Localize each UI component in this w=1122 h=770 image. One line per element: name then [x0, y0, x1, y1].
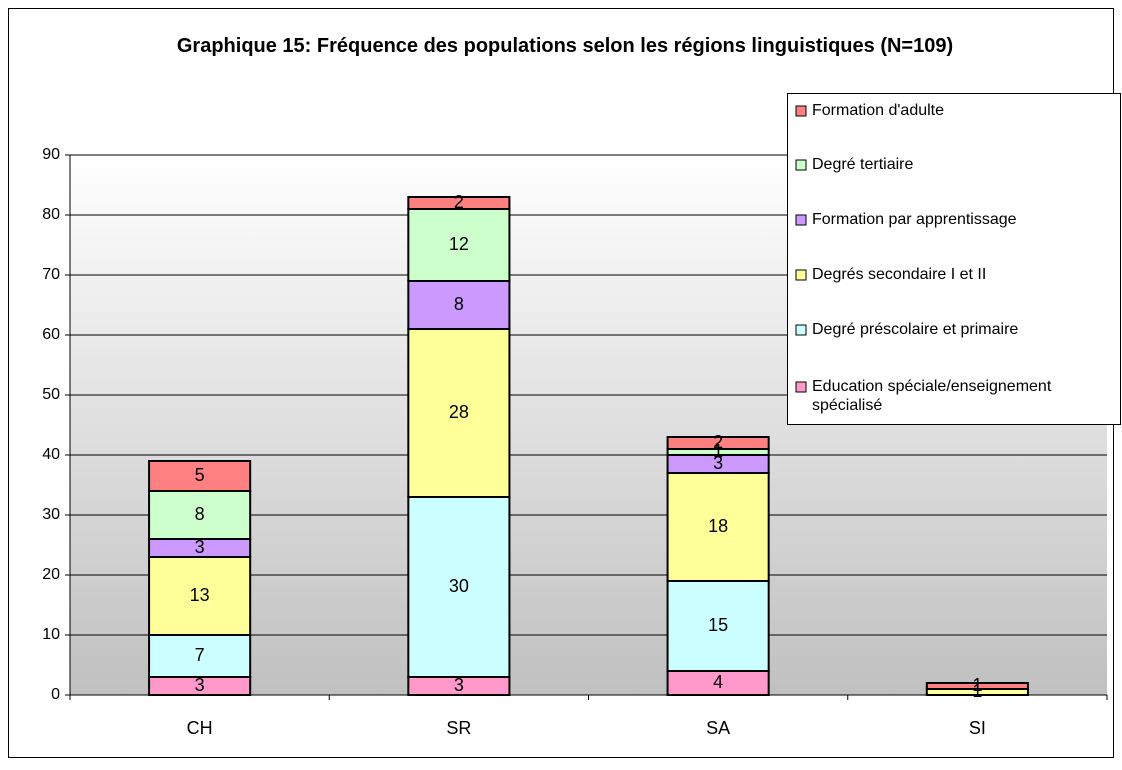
data-label: 4	[713, 672, 723, 692]
data-label: 3	[713, 453, 723, 473]
y-tick-label: 70	[42, 266, 60, 283]
bar-segment	[666, 436, 770, 450]
data-label: 13	[190, 585, 210, 605]
data-label: 5	[195, 465, 205, 485]
data-label: 30	[449, 576, 469, 596]
y-tick-label: 90	[42, 146, 60, 163]
legend-label: Degré préscolaire et primaire	[812, 321, 1018, 338]
bar-segment	[148, 556, 252, 636]
data-label: 2	[713, 432, 723, 452]
legend-swatch	[795, 105, 807, 117]
bar-segment	[148, 460, 252, 492]
y-tick-label: 0	[51, 686, 60, 703]
data-label: 1	[713, 441, 723, 461]
y-tick-label: 50	[42, 386, 60, 403]
bar-segment	[666, 580, 770, 672]
data-label: 15	[708, 615, 728, 635]
x-tick-label: SA	[706, 718, 730, 738]
y-tick-label: 40	[42, 446, 60, 463]
y-tick-label: 20	[42, 566, 60, 583]
bar-segment	[407, 196, 511, 210]
data-label: 3	[195, 675, 205, 695]
y-tick-label: 60	[42, 326, 60, 343]
legend-swatch	[795, 269, 807, 281]
legend-swatch	[795, 214, 807, 226]
chart-title: Graphique 15: Fréquence des populations …	[177, 35, 953, 57]
legend-swatch	[795, 381, 807, 393]
data-label: 2	[454, 192, 464, 212]
x-tick-label: SI	[969, 718, 986, 738]
bar-segment	[407, 208, 511, 282]
legend-swatch	[795, 159, 807, 171]
legend-label: Degré tertiaire	[812, 156, 913, 173]
bar-segment	[925, 682, 1029, 690]
y-tick-label: 10	[42, 626, 60, 643]
data-label: 1	[972, 675, 982, 695]
data-label: 3	[454, 675, 464, 695]
data-label: 3	[195, 537, 205, 557]
bar-segment	[407, 496, 511, 678]
data-label: 28	[449, 402, 469, 422]
data-label: 1	[972, 681, 982, 701]
legend-label: Education spéciale/enseignement spécialis…	[812, 378, 1052, 414]
legend-label: Formation d'adulte	[812, 102, 944, 119]
y-tick-label: 80	[42, 206, 60, 223]
y-tick-label: 30	[42, 506, 60, 523]
bar-segment	[407, 328, 511, 498]
data-label: 8	[454, 294, 464, 314]
legend	[787, 93, 1121, 425]
bar-segment	[407, 280, 511, 330]
bar-segment	[148, 490, 252, 540]
data-label: 12	[449, 234, 469, 254]
data-label: 8	[195, 504, 205, 524]
legend-swatch	[795, 324, 807, 336]
data-label: 18	[708, 516, 728, 536]
legend-label: Degrés secondaire I et II	[812, 266, 986, 283]
legend-label: Formation par apprentissage	[812, 211, 1017, 228]
data-label: 7	[195, 645, 205, 665]
bar-segment	[148, 634, 252, 678]
x-tick-label: CH	[187, 718, 213, 738]
bar-segment	[666, 670, 770, 696]
x-tick-label: SR	[446, 718, 471, 738]
